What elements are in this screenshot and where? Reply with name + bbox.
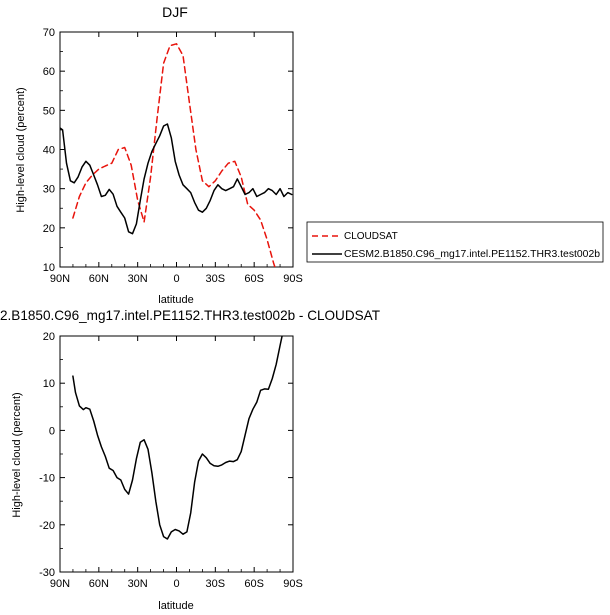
- y-tick-label: 40: [43, 145, 55, 157]
- legend-box: [306, 221, 604, 263]
- series-lines: [72, 336, 283, 540]
- x-tick-label: 60N: [89, 578, 109, 590]
- x-tick-label: 60S: [244, 273, 264, 285]
- x-axis-title: latitude: [158, 294, 193, 306]
- legend-label-cloudsat: CLOUDSAT: [344, 231, 398, 242]
- y-tick-label: 20: [43, 223, 55, 235]
- x-tick-label: 30S: [206, 578, 226, 590]
- x-tick-label: 90S: [283, 273, 303, 285]
- x-tick-label: 30N: [128, 578, 148, 590]
- x-tick-label: 90S: [283, 578, 303, 590]
- y-tick-label: 10: [43, 378, 55, 390]
- panel-difference: 2.B1850.C96_mg17.intel.PE1152.THR3.test0…: [0, 307, 380, 612]
- y-tick-label: 20: [43, 331, 55, 343]
- x-tick-label: 60N: [89, 273, 109, 285]
- x-axis-title: latitude: [158, 600, 193, 612]
- panel-djf: DJF 90N 60N 30N 0 30S 60S 90S 10 20 30 40 50 60 70 la…: [15, 4, 303, 306]
- y-tick-label: 50: [43, 105, 55, 117]
- y-tick-label: 70: [43, 27, 55, 39]
- legend-label-cesm2: CESM2.B1850.C96_mg17.intel.PE1152.THR3.t…: [344, 249, 600, 260]
- panel-title: DJF: [162, 4, 188, 20]
- x-tick-label: 90N: [50, 273, 70, 285]
- x-tick-label: 60S: [244, 578, 264, 590]
- x-tick-label: 30S: [206, 273, 226, 285]
- x-tick-label: 0: [173, 578, 179, 590]
- plot-frame: [59, 31, 294, 268]
- x-tick-label: 0: [173, 273, 179, 285]
- x-tick-label: 30N: [128, 273, 148, 285]
- y-tick-label: -10: [39, 473, 55, 485]
- y-axis-title: High-level cloud (percent): [11, 392, 23, 517]
- y-tick-label: 0: [49, 425, 55, 437]
- y-tick-label: -20: [39, 520, 55, 532]
- series-line-cloudsat: [72, 43, 276, 267]
- x-tick-label: 90N: [50, 578, 70, 590]
- legend: CLOUDSAT CESM2.B1850.C96_mg17.intel.PE11…: [306, 221, 604, 263]
- y-tick-label: -30: [39, 567, 55, 579]
- axes: 90N 60N 30N 0 30S 60S 90S 10 20 30 40 50 60 70: [43, 27, 303, 285]
- panel-title: 2.B1850.C96_mg17.intel.PE1152.THR3.test0…: [0, 307, 380, 323]
- plot-frame: [59, 335, 294, 573]
- axes: 90N 60N 30N 0 30S 60S 90S -30 -20 -10 0 10 20: [39, 331, 303, 590]
- y-tick-label: 30: [43, 184, 55, 196]
- y-tick-label: 10: [43, 262, 55, 274]
- y-tick-label: 60: [43, 66, 55, 78]
- series-line-cesm2: [60, 123, 293, 235]
- y-axis-title: High-level cloud (percent): [15, 87, 27, 212]
- series-line-difference: [72, 336, 283, 540]
- series-lines: [60, 43, 293, 267]
